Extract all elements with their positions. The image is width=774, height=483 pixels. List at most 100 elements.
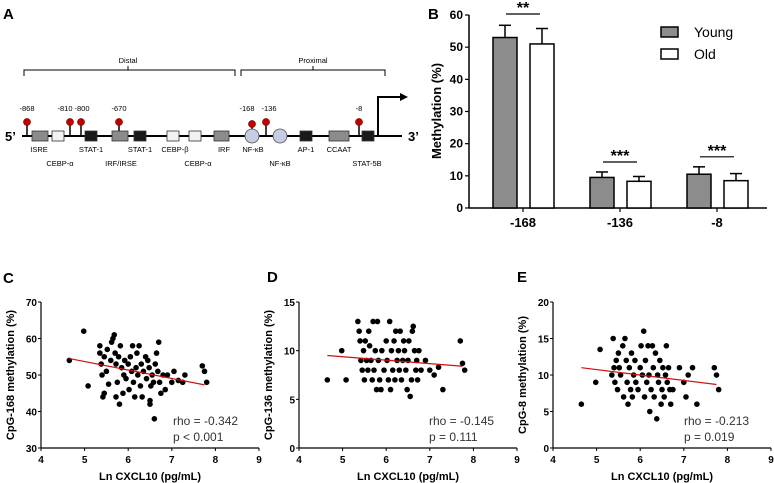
data-point	[358, 357, 364, 364]
data-point	[611, 364, 617, 371]
irf-irse-box	[111, 130, 129, 142]
data-point	[395, 347, 402, 354]
data-point	[641, 394, 648, 400]
data-point	[626, 364, 633, 371]
y-tick-label: 60	[450, 8, 464, 22]
data-point	[103, 368, 110, 375]
data-point	[375, 357, 382, 364]
data-point	[418, 367, 424, 373]
data-point	[365, 367, 371, 373]
y-tick-label: 20	[538, 298, 550, 309]
bar-chart-methylation: 0 10 20 30 40 50 60 Methylation (%) -168 ** -136 **…	[429, 0, 767, 230]
data-point	[383, 338, 390, 344]
data-point	[625, 401, 631, 408]
y-tick-label: 5	[543, 408, 549, 419]
data-point	[372, 347, 379, 354]
data-point	[440, 386, 446, 393]
data-point	[612, 379, 618, 386]
data-point	[145, 357, 151, 364]
x-tick-label: 7	[169, 455, 175, 466]
element-label: STAT-5B	[352, 159, 381, 168]
significance-stars: ***	[611, 148, 630, 165]
data-point	[376, 377, 383, 383]
data-point	[324, 377, 331, 383]
data-point	[657, 357, 663, 364]
data-point	[379, 347, 385, 354]
legend-swatch-young	[660, 26, 679, 38]
data-point	[155, 339, 162, 345]
nfkb-circle	[244, 128, 260, 144]
bar-young--136	[589, 176, 615, 209]
bar-young--168	[492, 36, 518, 209]
data-point	[645, 343, 651, 349]
x-tick-label: 5	[340, 455, 346, 466]
cpg-position-label: -868	[19, 104, 34, 113]
three-prime-label: 3’	[408, 129, 419, 144]
data-point	[653, 416, 660, 422]
cpg-position-label: -670	[111, 104, 126, 113]
significance-stars: **	[517, 0, 530, 17]
data-point	[129, 343, 136, 349]
y-tick-label: 10	[450, 169, 464, 183]
data-point	[373, 386, 380, 393]
data-point	[661, 394, 667, 400]
data-point	[614, 386, 621, 393]
data-point	[632, 357, 638, 364]
data-point	[649, 343, 656, 349]
element-label: CEBP-β	[161, 145, 189, 154]
rho-label: rho = -0.213	[684, 414, 749, 428]
stat1-box	[84, 130, 98, 142]
data-point	[662, 372, 669, 378]
data-point	[127, 353, 134, 360]
data-point	[155, 368, 161, 375]
data-point	[97, 350, 103, 356]
data-point	[343, 377, 349, 383]
x-tick-label: 8	[213, 455, 219, 466]
data-point	[120, 390, 126, 397]
x-tick-label: 9	[514, 455, 520, 466]
data-point	[113, 394, 119, 400]
data-point	[101, 390, 108, 397]
data-point	[130, 379, 137, 386]
panel-letter-c: C	[3, 270, 14, 287]
data-point	[378, 386, 384, 393]
data-point	[597, 346, 603, 353]
data-point	[136, 343, 142, 349]
data-point	[635, 386, 641, 393]
data-point	[97, 343, 103, 349]
x-tick-label: 7	[681, 455, 687, 466]
data-point	[359, 367, 366, 373]
scatter-cpg-8: 0 5 10 15 20 4 5 6 7 8 9 Ln CXCL10 (pg/mL) CpG-8 met…	[517, 298, 774, 483]
element-label: AP-1	[298, 145, 315, 154]
data-point	[131, 394, 138, 400]
data-point	[134, 350, 140, 356]
cpg-site-icon	[115, 118, 123, 126]
data-point	[139, 394, 145, 400]
data-point	[374, 318, 381, 325]
data-point	[629, 394, 636, 400]
data-point	[620, 394, 627, 400]
data-point	[398, 377, 405, 383]
data-point	[396, 367, 403, 373]
x-tick-label: -168	[510, 215, 536, 230]
data-point	[389, 367, 396, 373]
y-tick-label: 60	[26, 335, 38, 346]
legend-label-young: Young	[694, 24, 733, 40]
data-point	[623, 357, 630, 364]
data-point	[622, 335, 628, 342]
data-point	[643, 379, 650, 386]
data-point	[646, 372, 652, 378]
data-point	[123, 375, 129, 382]
cpg-site-icon	[355, 118, 363, 126]
nfkb-circle-2	[272, 128, 288, 144]
data-point	[613, 357, 620, 364]
element-label: CEBP-α	[46, 159, 74, 168]
y-tick-label: 10	[284, 347, 296, 358]
data-point	[385, 377, 392, 383]
irf-box	[213, 130, 230, 142]
y-tick-label: 0	[543, 444, 549, 455]
y-axis-label: CpG-168 methylation (%)	[5, 310, 17, 441]
y-axis-label: Methylation (%)	[429, 63, 444, 159]
cpg-position-label: -168	[239, 104, 254, 113]
x-tick-label: 6	[383, 455, 389, 466]
